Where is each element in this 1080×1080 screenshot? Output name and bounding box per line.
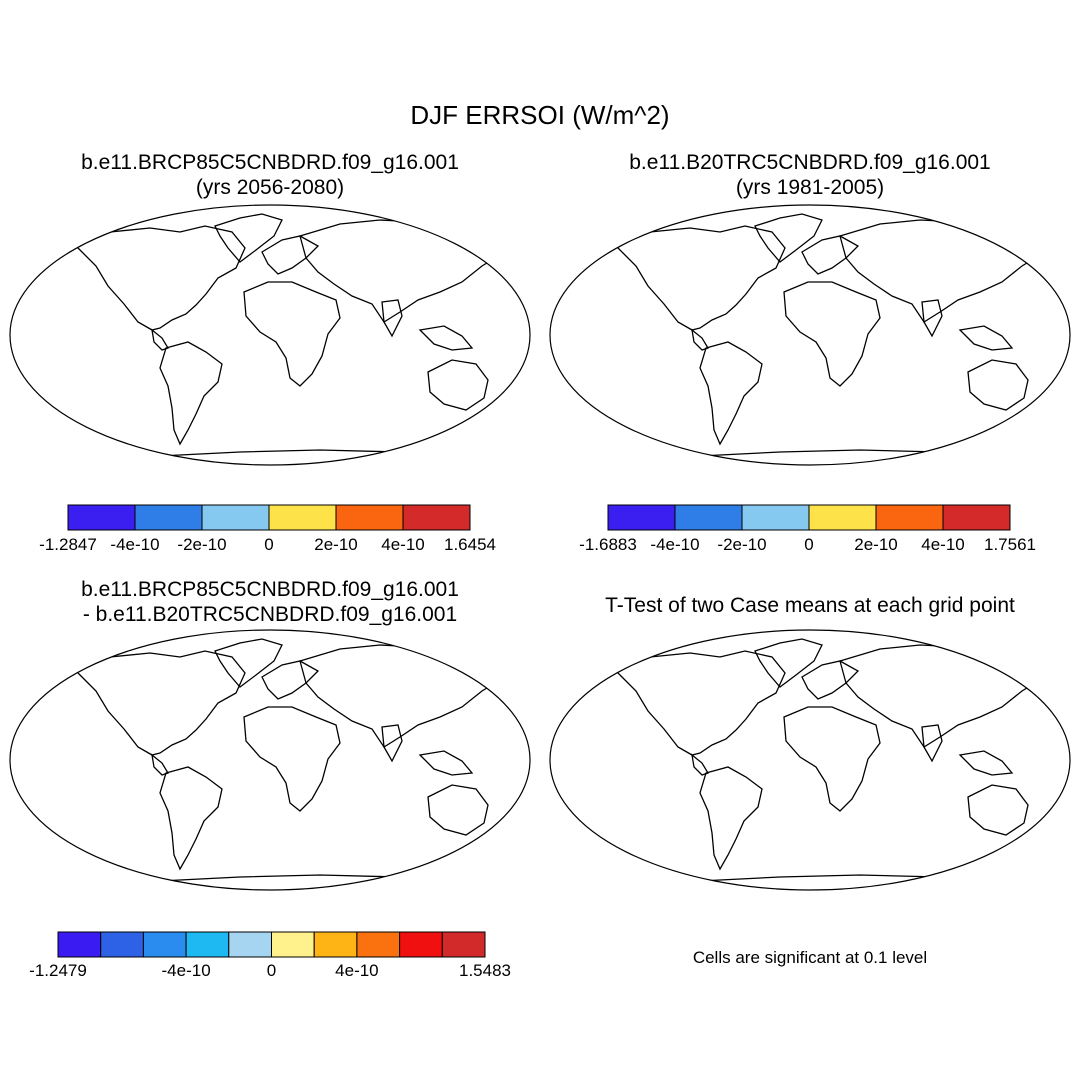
colorbar-label: -4e-10 xyxy=(650,535,699,554)
colorbar-label: 1.5483 xyxy=(459,961,511,980)
colorbar-box xyxy=(201,504,270,531)
colorbar-label: -1.2479 xyxy=(29,961,87,980)
panel4-title: T-Test of two Case means at each grid po… xyxy=(560,593,1060,618)
colorbar-box xyxy=(268,504,337,531)
colorbar-box xyxy=(741,504,810,531)
colorbar-label: 4e-10 xyxy=(335,961,378,980)
panel2-title: b.e11.B20TRC5CNBDRD.f09_g16.001 (yrs 198… xyxy=(560,150,1060,200)
map-border xyxy=(9,629,531,891)
colorbar-box xyxy=(402,504,471,531)
colorbar-label: 4e-10 xyxy=(921,535,964,554)
land-field xyxy=(72,639,505,905)
colorbar-box xyxy=(399,931,443,958)
colorbar-box xyxy=(185,931,230,958)
panel3-title-line1: b.e11.BRCP85C5CNBDRD.f09_g16.001 xyxy=(81,578,459,601)
colorbar-label: 2e-10 xyxy=(854,535,897,554)
map-border xyxy=(549,629,1071,891)
figure-title: DJF ERRSOI (W/m^2) xyxy=(410,100,670,130)
map-panel-case1 xyxy=(9,204,531,480)
panel2-title-line1: b.e11.B20TRC5CNBDRD.f09_g16.001 xyxy=(629,151,991,174)
map-panel-case2 xyxy=(549,204,1071,480)
land-field xyxy=(612,214,1045,480)
colorbar-case1: -1.2847 -4e-10 -2e-10 0 2e-10 4e-10 1.6454 xyxy=(39,504,496,554)
map-panel-diff xyxy=(9,629,531,905)
colorbar-box xyxy=(875,504,944,531)
colorbar-label: -4e-10 xyxy=(110,535,159,554)
panel3-title-line2: - b.e11.B20TRC5CNBDRD.f09_g16.001 xyxy=(82,603,458,626)
land-field xyxy=(612,639,1045,905)
colorbar-box xyxy=(808,504,877,531)
coastline xyxy=(611,213,1046,465)
panel1-title: b.e11.BRCP85C5CNBDRD.f09_g16.001 (yrs 20… xyxy=(20,150,520,200)
land-field xyxy=(72,214,505,480)
colorbar-label: -2e-10 xyxy=(717,535,766,554)
map-panel-ttest xyxy=(549,629,1071,905)
coastline xyxy=(71,638,506,890)
panel1-title-line2: (yrs 2056-2080) xyxy=(195,176,345,199)
colorbar-box xyxy=(313,931,358,958)
colorbar-label: -1.2847 xyxy=(39,535,97,554)
colorbar-box xyxy=(335,504,404,531)
colorbar-label: 0 xyxy=(804,535,813,554)
colorbar-case2: -1.6883 -4e-10 -2e-10 0 2e-10 4e-10 1.7561 xyxy=(579,504,1036,554)
colorbar-label: 4e-10 xyxy=(381,535,424,554)
coastline xyxy=(71,213,506,465)
map-border xyxy=(9,204,531,466)
colorbar-label: 2e-10 xyxy=(314,535,357,554)
panel4-title-line1: T-Test of two Case means at each grid po… xyxy=(605,594,1015,617)
panel2-title-line2: (yrs 1981-2005) xyxy=(735,176,885,199)
map-border xyxy=(549,204,1071,466)
colorbar-box xyxy=(142,931,187,958)
colorbar-box xyxy=(134,504,203,531)
colorbar-box xyxy=(228,931,273,958)
colorbar-box xyxy=(942,504,1011,531)
colorbar-box xyxy=(674,504,743,531)
panel3-title: b.e11.BRCP85C5CNBDRD.f09_g16.001 - b.e11… xyxy=(20,577,520,627)
colorbar-label: 0 xyxy=(267,961,276,980)
colorbar-label: 1.6454 xyxy=(444,535,496,554)
colorbar-label: -4e-10 xyxy=(162,961,211,980)
significance-note: Cells are significant at 0.1 level xyxy=(692,948,928,967)
colorbar-box xyxy=(607,504,676,531)
colorbar-box xyxy=(356,931,401,958)
colorbar-label: 0 xyxy=(264,535,273,554)
colorbar-diff: -1.2479 -4e-10 0 4e-10 1.5483 xyxy=(29,931,511,980)
colorbar-box xyxy=(441,931,486,958)
panel1-title-line1: b.e11.BRCP85C5CNBDRD.f09_g16.001 xyxy=(81,151,459,174)
colorbar-box xyxy=(67,504,136,531)
colorbar-box xyxy=(100,931,144,958)
colorbar-label: -1.6883 xyxy=(579,535,637,554)
colorbar-label: 1.7561 xyxy=(984,535,1036,554)
colorbar-box xyxy=(57,931,102,958)
colorbar-label: -2e-10 xyxy=(177,535,226,554)
colorbar-box xyxy=(271,931,315,958)
coastline xyxy=(611,638,1046,890)
